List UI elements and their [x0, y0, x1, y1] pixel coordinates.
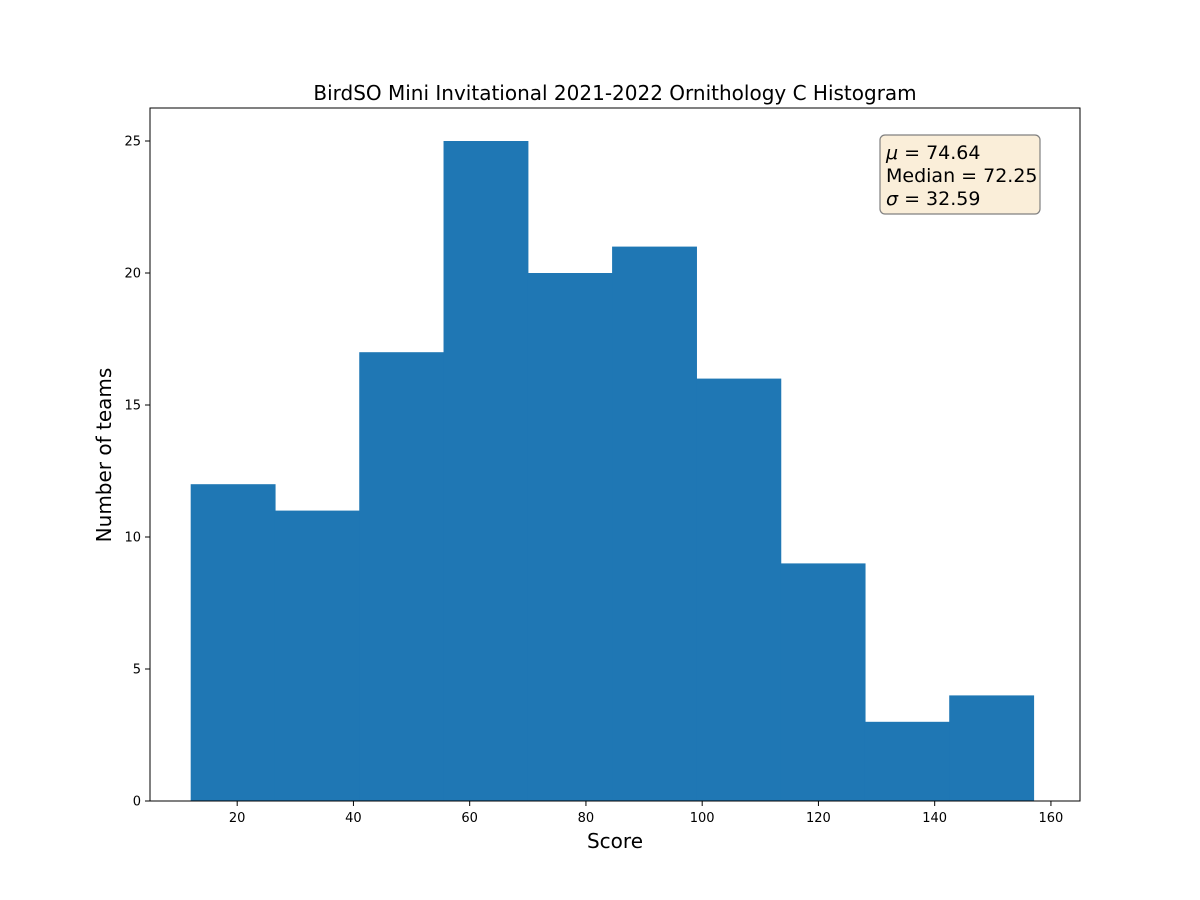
x-axis-label: Score: [587, 829, 643, 853]
histogram-bar: [864, 721, 950, 801]
x-tick-label: 80: [578, 811, 595, 826]
plot-frame: [149, 107, 1081, 802]
median-label: Median: [886, 165, 955, 187]
y-axis-label: Number of teams: [92, 368, 116, 543]
y-tick-label: 15: [124, 399, 141, 414]
mean-value: 74.64: [926, 142, 980, 164]
y-tick-label: 5: [133, 663, 141, 678]
x-tick-label: 120: [806, 811, 831, 826]
histogram-bars: [190, 141, 1035, 802]
stats-box-background: [879, 134, 1041, 215]
stats-mean: μ = 74.64: [885, 142, 981, 164]
stats-box: μ = 74.64 Median = 72.25 σ = 32.59: [879, 134, 1041, 215]
x-tick-label: 40: [345, 811, 362, 826]
histogram-bar: [949, 695, 1035, 801]
histogram-bar: [359, 352, 445, 801]
histogram-bar: [696, 378, 782, 801]
histogram-bar: [274, 510, 360, 801]
histogram-bar: [443, 141, 529, 801]
histogram-bar: [780, 563, 866, 801]
histogram-bar: [190, 484, 276, 801]
histogram-bar: [527, 273, 613, 801]
y-tick-label: 25: [124, 135, 141, 150]
y-axis: 0 5 10 15 20 25: [124, 135, 150, 810]
stats-median: Median = 72.25: [886, 165, 1038, 187]
y-tick-label: 0: [133, 795, 141, 810]
chart-title: BirdSO Mini Invitational 2021-2022 Ornit…: [313, 81, 916, 105]
x-tick-label: 160: [1039, 811, 1064, 826]
y-tick-label: 10: [124, 531, 141, 546]
median-value: 72.25: [983, 165, 1037, 187]
x-tick-label: 140: [922, 811, 947, 826]
histogram-bar: [612, 246, 697, 802]
mean-symbol: μ: [885, 142, 898, 164]
sigma-symbol: σ: [886, 188, 899, 210]
stats-std-dev: σ = 32.59: [886, 188, 980, 210]
sigma-value: 32.59: [926, 188, 980, 210]
x-tick-label: 60: [461, 811, 478, 826]
x-tick-label: 20: [229, 811, 246, 826]
y-tick-label: 20: [124, 267, 141, 282]
x-tick-label: 100: [690, 811, 715, 826]
x-axis: 20 40 60 80 100 120 140 160: [229, 801, 1063, 826]
